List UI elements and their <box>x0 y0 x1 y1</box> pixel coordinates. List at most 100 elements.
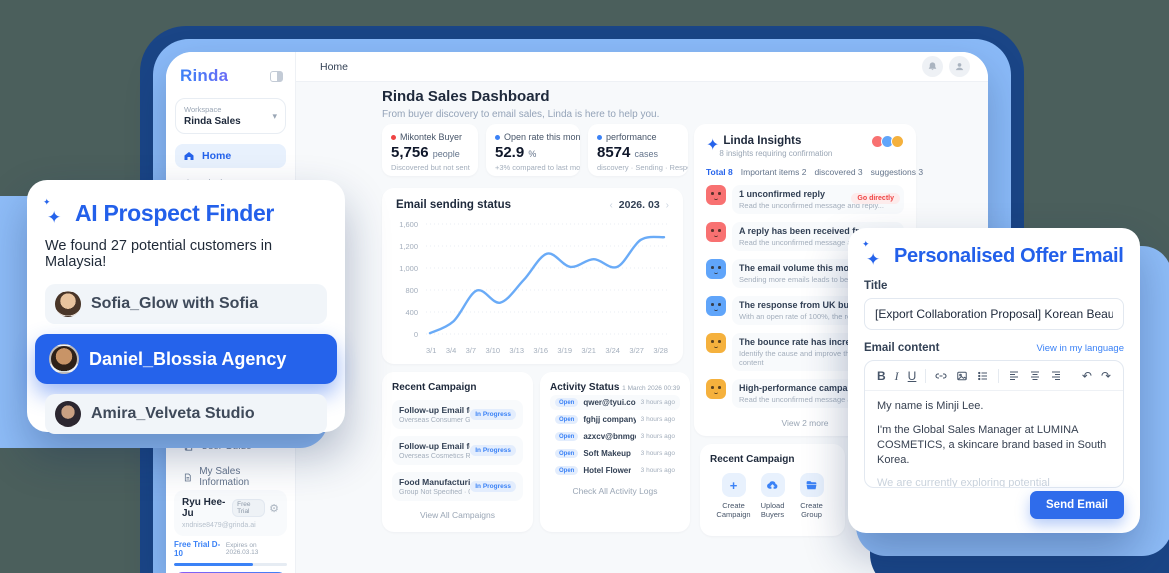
activity-row[interactable]: Open fghjj company 3 hours ago <box>550 412 680 427</box>
x-tick-label: 3/21 <box>581 346 596 355</box>
document-icon <box>184 473 191 481</box>
in-progress-badge: In Progress <box>470 481 516 492</box>
toolbar-divider <box>998 368 1000 383</box>
workspace-value: Rinda Sales <box>184 116 241 127</box>
prospect-row-amira[interactable]: Amira_Velveta Studio <box>45 394 327 434</box>
create-campaign-action[interactable]: + Create Campaign <box>714 473 753 520</box>
chart-period: 2026. 03 <box>618 199 660 211</box>
check-activity-logs-link[interactable]: Check All Activity Logs <box>572 486 658 496</box>
prospect-row-daniel[interactable]: Daniel_Blossia Agency <box>35 334 337 384</box>
view-in-my-language-link[interactable]: View in my language <box>1036 343 1125 354</box>
blue-dot-icon <box>495 134 500 140</box>
insights-title: Linda Insights <box>723 135 802 147</box>
user-name: Ryu Hee-Ju <box>182 497 226 519</box>
redo-icon[interactable]: ↷ <box>1100 368 1111 383</box>
sparkle-icon: ✦ <box>706 135 720 154</box>
activity-row[interactable]: Open Hotel Flower 3 hours ago <box>550 463 680 478</box>
activity-row[interactable]: Open azxcv@bnmgd 3 hours ago <box>550 429 680 444</box>
email-body[interactable]: My name is Minji Lee. I'm the Global Sal… <box>877 400 1107 488</box>
y-tick-label: 400 <box>405 308 418 317</box>
open-badge: Open <box>555 398 579 407</box>
activity-row[interactable]: Open qwer@tyui.co.uk 3 hours ago <box>550 395 680 410</box>
insights-tab-suggestions[interactable]: suggestions 3 <box>870 167 924 177</box>
image-icon[interactable] <box>956 370 968 382</box>
user-card[interactable]: Ryu Hee-Ju Free Trial ⚙ xndnise8479@grin… <box>174 490 287 536</box>
undo-icon[interactable]: ↶ <box>1081 368 1092 383</box>
insight-emoji-group <box>871 135 904 148</box>
workspace-label: Workspace <box>184 105 222 114</box>
x-tick-label: 3/19 <box>557 346 572 355</box>
in-progress-badge: In Progress <box>470 445 516 456</box>
activity-title: Activity Status <box>550 382 620 393</box>
avatar <box>49 344 79 374</box>
bold-icon[interactable]: B <box>877 368 886 383</box>
sidebar-item-home[interactable]: Home <box>175 144 286 168</box>
campaign-item[interactable]: Follow-up Email for...Overseas Cosmetics… <box>392 436 523 465</box>
warning-face-icon <box>706 379 726 399</box>
insight-item[interactable]: 1 unconfirmed reply Read the unconfirmed … <box>706 185 904 214</box>
offer-email-modal: ✦✦ Personalised Offer Email Title Email … <box>848 228 1140 533</box>
insights-tab-total[interactable]: Total 8 <box>706 167 733 177</box>
prospect-finder-modal: ✦ ✦ AI Prospect Finder We found 27 potent… <box>27 180 345 434</box>
align-center-icon[interactable] <box>1029 370 1041 382</box>
insights-tab-important[interactable]: Important items 2 <box>740 167 807 177</box>
chevron-down-icon: ▾ <box>272 110 277 121</box>
sparkles-icon: ✦ ✦ <box>43 197 62 228</box>
link-icon[interactable] <box>935 370 947 382</box>
email-editor[interactable]: B I U <box>864 360 1124 488</box>
x-tick-label: 3/28 <box>653 346 668 355</box>
y-tick-label: 1,600 <box>399 220 418 229</box>
chart-x-axis: 3/1 3/4 3/7 3/10 3/13 3/16 3/19 3/21 3/24 3/27 3/2… <box>426 346 668 355</box>
view-more-link[interactable]: View 2 more <box>781 418 829 428</box>
recent-campaign-title: Recent Campaign <box>392 382 477 393</box>
folder-icon <box>799 473 824 497</box>
open-badge: Open <box>555 432 579 441</box>
chart-y-axis: 0 400 800 1,000 1,200 1,600 <box>386 218 422 342</box>
send-email-button[interactable]: Send Email <box>1030 491 1124 519</box>
notification-bell-icon[interactable] <box>922 56 943 77</box>
trial-progress-fill <box>174 563 254 566</box>
workspace-selector[interactable]: Workspace Rinda Sales ▾ <box>175 98 286 134</box>
plus-icon: + <box>721 473 746 497</box>
user-avatar-icon[interactable] <box>949 56 970 77</box>
italic-icon[interactable]: I <box>894 368 899 383</box>
create-group-action[interactable]: Create Group <box>792 473 831 520</box>
chevron-left-icon[interactable]: ‹ <box>609 199 613 211</box>
y-tick-label: 1,000 <box>399 264 418 273</box>
page-title: Rinda Sales Dashboard <box>382 88 550 105</box>
insights-tab-discovered[interactable]: discovered 3 <box>814 167 863 177</box>
activity-row[interactable]: Open Soft Makeup 3 hours ago <box>550 446 680 461</box>
view-all-campaigns-link[interactable]: View All Campaigns <box>420 510 495 520</box>
email-title-input[interactable] <box>864 298 1124 330</box>
chevron-right-icon[interactable]: › <box>665 199 669 211</box>
align-left-icon[interactable] <box>1008 370 1020 382</box>
x-tick-label: 3/24 <box>605 346 620 355</box>
open-badge: Open <box>555 415 579 424</box>
align-right-icon[interactable] <box>1050 370 1062 382</box>
page-subtitle: From buyer discovery to email sales, Lin… <box>382 109 660 120</box>
tab-home[interactable]: Home <box>320 60 349 73</box>
prospect-row-sofia[interactable]: Sofia_Glow with Sofia <box>45 284 327 324</box>
editor-toolbar: B I U <box>865 361 1123 391</box>
y-tick-label: 800 <box>405 286 418 295</box>
sidebar-collapse-icon[interactable] <box>270 70 283 82</box>
bullet-list-icon[interactable] <box>977 370 989 382</box>
y-tick-label: 0 <box>413 330 418 339</box>
gear-icon[interactable]: ⚙ <box>269 501 279 515</box>
in-progress-badge: In Progress <box>470 409 516 420</box>
info-face-icon <box>706 259 726 279</box>
underline-icon[interactable]: U <box>907 368 917 383</box>
sidebar-link-sales-info[interactable]: My Sales Information <box>175 459 286 495</box>
red-dot-icon <box>391 134 396 140</box>
go-directly-badge[interactable]: Go directly <box>851 193 900 204</box>
upload-buyers-action[interactable]: Upload Buyers <box>753 473 792 520</box>
warning-face-icon <box>706 333 726 353</box>
campaign-item[interactable]: Food Manufacturing...Group Not Specified… <box>392 472 523 501</box>
toolbar-divider <box>925 368 927 383</box>
open-badge: Open <box>555 466 579 475</box>
y-tick-label: 1,200 <box>399 242 418 251</box>
stat-card-performance: performance 8574 cases discovery · Sendi… <box>588 124 688 176</box>
campaign-item[interactable]: Follow-up Email for...Overseas Consumer … <box>392 400 523 429</box>
info-face-icon <box>706 296 726 316</box>
